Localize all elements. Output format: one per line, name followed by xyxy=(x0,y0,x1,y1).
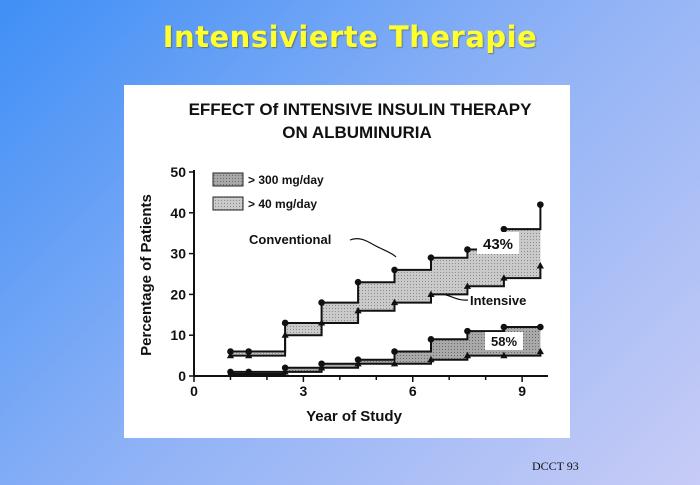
data-point-triangle xyxy=(354,306,362,314)
annotation-conventional-leader xyxy=(349,238,397,258)
x-axis-label: Year of Study xyxy=(306,408,403,425)
data-point-triangle xyxy=(536,347,544,355)
annotation-43: 43% xyxy=(483,236,513,253)
annotation-intensive-leader xyxy=(441,293,469,301)
data-point-triangle xyxy=(427,355,435,363)
data-point-triangle xyxy=(318,319,326,326)
data-point-triangle xyxy=(390,298,399,306)
source-citation: DCCT 93 xyxy=(532,459,579,473)
legend-swatch-40 xyxy=(212,196,244,211)
band-300-mg-day xyxy=(230,327,541,374)
data-point-triangle xyxy=(226,351,235,359)
annotation-58: 58% xyxy=(491,334,517,349)
y-tick-label: 10 xyxy=(170,327,186,343)
y-tick-label: 0 xyxy=(178,368,186,384)
data-point-triangle xyxy=(245,351,253,359)
data-point-triangle xyxy=(500,274,508,281)
x-tick-label: 9 xyxy=(518,383,526,399)
y-tick-label: 30 xyxy=(170,246,186,262)
data-point-triangle xyxy=(245,370,253,377)
data-point-circle xyxy=(318,299,325,306)
data-point-circle xyxy=(537,201,544,208)
chart-title-line1: EFFECT Of INTENSIVE INSULIN THERAPY xyxy=(189,100,533,119)
legend-swatch-300 xyxy=(212,172,244,187)
data-point-circle xyxy=(500,225,508,233)
data-point-triangle xyxy=(318,364,326,371)
data-point-triangle xyxy=(536,262,544,269)
y-axis-label: Percentage of Patients xyxy=(138,194,155,356)
data-point-circle xyxy=(500,323,508,331)
data-point-triangle xyxy=(226,370,235,377)
data-point-triangle xyxy=(281,368,289,375)
data-point-triangle xyxy=(354,359,362,367)
annotation-conventional: Conventional xyxy=(249,232,331,247)
slide-title: Intensivierte Therapie xyxy=(162,20,538,54)
band-40-mg-day xyxy=(230,204,541,356)
data-point-circle xyxy=(318,360,325,368)
data-point-circle xyxy=(245,348,252,355)
data-point-circle xyxy=(391,266,398,274)
data-point-triangle xyxy=(500,351,508,359)
data-point-circle xyxy=(537,323,544,331)
data-point-triangle xyxy=(463,282,472,289)
data-point-triangle xyxy=(281,331,289,338)
y-tick-label: 50 xyxy=(170,164,186,180)
chart-figure: EFFECT Of INTENSIVE INSULIN THERAPY ON A… xyxy=(124,85,570,438)
data-point-triangle xyxy=(463,351,472,359)
data-point-triangle xyxy=(390,359,399,367)
y-tick-label: 40 xyxy=(170,205,186,221)
data-point-circle xyxy=(464,246,471,253)
chart-title-line2: ON ALBUMINURIA xyxy=(282,123,432,142)
x-tick-label: 6 xyxy=(409,383,417,399)
data-point-circle xyxy=(464,327,471,335)
x-tick-label: 3 xyxy=(299,383,307,399)
data-point-circle xyxy=(427,335,435,343)
data-point-circle xyxy=(391,348,398,355)
data-point-triangle xyxy=(427,290,435,297)
legend-label-40: > 40 mg/day xyxy=(248,197,317,211)
data-point-circle xyxy=(354,356,362,363)
annotation-58-box xyxy=(485,332,523,350)
data-point-circle xyxy=(281,364,289,372)
data-point-circle xyxy=(227,348,234,355)
x-tick-label: 0 xyxy=(190,383,198,399)
data-point-circle xyxy=(281,319,289,327)
y-tick-label: 20 xyxy=(170,286,186,302)
series-line-intensive-40 xyxy=(230,265,542,357)
annotation-intensive: Intensive xyxy=(470,293,526,308)
data-point-circle xyxy=(354,278,362,286)
legend-label-300: > 300 mg/day xyxy=(248,173,324,187)
chart-svg: EFFECT Of INTENSIVE INSULIN THERAPY ON A… xyxy=(138,100,548,425)
annotation-43-box xyxy=(477,232,519,254)
plot-area: 0 10 20 30 40 50 0 3 6 9 xyxy=(170,164,548,399)
data-point-circle xyxy=(427,254,435,261)
